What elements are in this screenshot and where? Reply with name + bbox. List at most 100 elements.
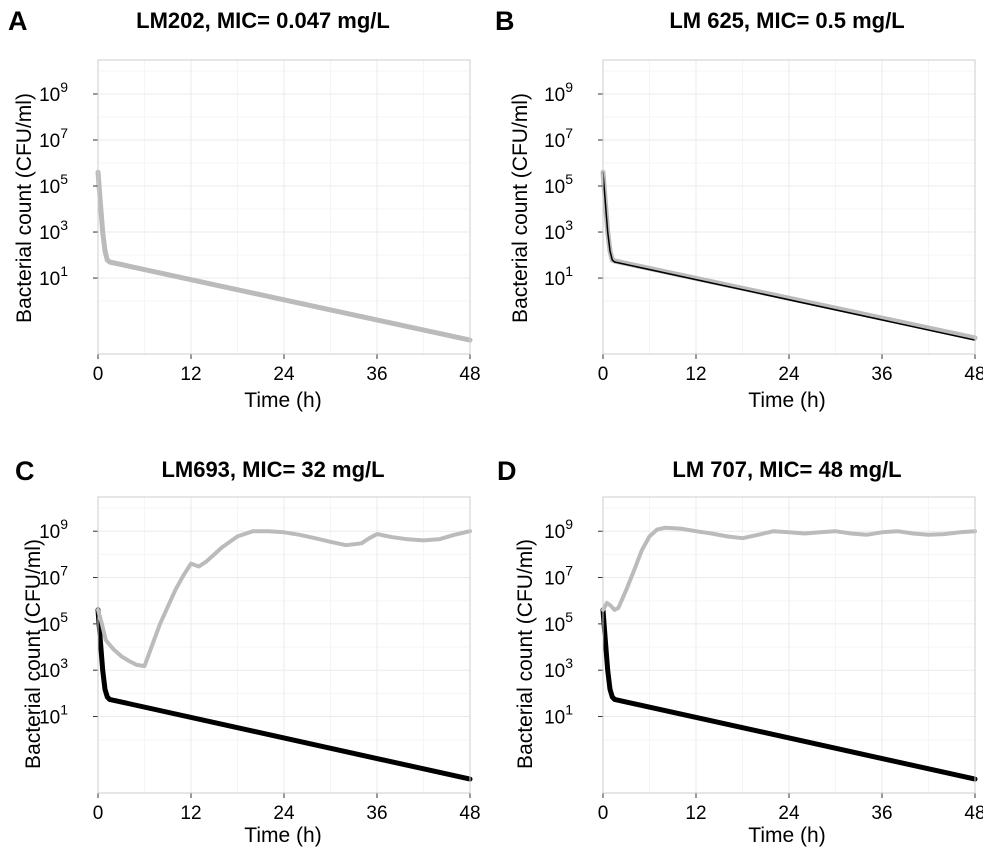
y-tick-exponent: 9 — [60, 79, 68, 95]
y-tick-label: 103 — [39, 217, 68, 244]
panel-c-title: LM693, MIC= 32 mg/L — [161, 457, 384, 482]
y-tick-label: 103 — [544, 217, 573, 244]
y-tick-exponent: 9 — [565, 79, 573, 95]
y-tick-label: 101 — [544, 702, 573, 729]
series-2-line — [601, 525, 977, 612]
x-tick-label: 36 — [871, 364, 892, 385]
y-tick-label: 109 — [544, 79, 573, 106]
y-tick-exponent: 3 — [60, 655, 68, 671]
panel-a: A LM202, MIC= 0.047 mg/L 0 12 24 36 48 101 103… — [0, 0, 491, 425]
panel-b-x-axis-title: Time (h) — [748, 389, 825, 412]
y-tick-base: 10 — [39, 223, 60, 244]
panel-b-letter: B — [495, 6, 515, 36]
y-tick-exponent: 1 — [60, 702, 68, 718]
panel-c-x-axis-title: Time (h) — [244, 824, 321, 847]
y-tick-base: 10 — [39, 522, 60, 543]
x-tick-label: 48 — [459, 364, 480, 385]
y-tick-exponent: 9 — [565, 516, 573, 532]
panel-d-title: LM 707, MIC= 48 mg/L — [672, 457, 901, 482]
y-tick-exponent: 7 — [565, 125, 573, 141]
y-tick-exponent: 5 — [60, 171, 68, 187]
y-tick-exponent: 5 — [565, 171, 573, 187]
panel-a-x-axis-title: Time (h) — [244, 389, 321, 412]
y-tick-base: 10 — [39, 661, 60, 682]
y-tick-exponent: 5 — [565, 609, 573, 625]
y-tick-base: 10 — [39, 615, 60, 636]
y-tick-label: 107 — [544, 563, 573, 590]
y-tick-base: 10 — [544, 522, 565, 543]
x-tick-label: 0 — [598, 364, 609, 385]
y-tick-exponent: 3 — [565, 217, 573, 233]
y-tick-label: 101 — [39, 263, 68, 290]
x-tick-label: 24 — [778, 364, 800, 385]
x-tick-label: 36 — [871, 803, 892, 824]
y-tick-base: 10 — [39, 569, 60, 590]
series-2-line — [602, 171, 976, 341]
y-tick-exponent: 7 — [60, 125, 68, 141]
y-tick-exponent: 7 — [565, 563, 573, 579]
y-tick-base: 10 — [544, 569, 565, 590]
panel-d-x-axis-title: Time (h) — [748, 824, 825, 847]
series-2-line — [96, 529, 472, 669]
panel-a-y-axis-title: Bacterial count (CFU/ml) — [13, 93, 36, 323]
y-tick-exponent: 5 — [60, 609, 68, 625]
y-tick-label: 107 — [39, 563, 68, 590]
x-tick-label: 24 — [273, 364, 295, 385]
x-tick-label: 0 — [598, 803, 609, 824]
panel-a-plot-frame — [97, 59, 471, 355]
y-tick-base: 10 — [544, 615, 565, 636]
panel-c-letter: C — [15, 456, 35, 486]
x-tick-label: 0 — [93, 364, 104, 385]
x-tick-label: 48 — [964, 803, 983, 824]
y-tick-exponent: 7 — [60, 563, 68, 579]
x-tick-label: 36 — [366, 803, 387, 824]
y-tick-base: 10 — [544, 661, 565, 682]
panel-b-chart: B LM 625, MIC= 0.5 mg/L 0 12 24 36 481011031… — [495, 6, 983, 412]
y-tick-label: 109 — [39, 79, 68, 106]
panel-d-letter: D — [497, 456, 517, 486]
x-tick-label: 24 — [778, 803, 800, 824]
y-tick-exponent: 3 — [565, 655, 573, 671]
y-tick-base: 10 — [39, 131, 60, 152]
x-tick-label: 36 — [366, 364, 387, 385]
y-tick-exponent: 1 — [60, 263, 68, 279]
panel-b-title: LM 625, MIC= 0.5 mg/L — [669, 8, 904, 33]
y-tick-exponent: 9 — [60, 516, 68, 532]
y-tick-exponent: 1 — [565, 702, 573, 718]
y-tick-base: 10 — [544, 177, 565, 198]
panel-d-y-axis-title: Bacterial count (CFU/ml) — [514, 539, 537, 769]
y-tick-label: 105 — [39, 171, 68, 198]
panel-d-chart: D LM 707, MIC= 48 mg/L 0 12 24 36 4810110310… — [497, 456, 983, 847]
y-tick-label: 105 — [39, 609, 68, 636]
y-tick-base: 10 — [544, 708, 565, 729]
x-tick-label: 12 — [180, 803, 201, 824]
y-tick-label: 103 — [39, 655, 68, 682]
y-tick-base: 10 — [544, 269, 565, 290]
x-tick-label: 12 — [180, 364, 201, 385]
y-tick-label: 107 — [39, 125, 68, 152]
panel-c-plot-frame — [97, 496, 471, 794]
panel-d: D LM 707, MIC= 48 mg/L 0 12 24 36 48 101 103 10… — [492, 425, 983, 850]
x-tick-label: 12 — [685, 364, 706, 385]
y-tick-label: 103 — [544, 655, 573, 682]
y-tick-base: 10 — [39, 269, 60, 290]
y-tick-exponent: 3 — [60, 217, 68, 233]
y-tick-label: 101 — [39, 702, 68, 729]
panel-c: C LM693, MIC= 32 mg/L 0 12 24 36 48 101 103 105… — [0, 425, 491, 850]
y-tick-base: 10 — [544, 131, 565, 152]
y-tick-label: 101 — [544, 263, 573, 290]
panel-b-plot-frame — [602, 59, 976, 355]
y-tick-base: 10 — [544, 223, 565, 244]
x-tick-label: 0 — [93, 803, 104, 824]
y-tick-exponent: 1 — [565, 263, 573, 279]
panel-c-chart: C LM693, MIC= 32 mg/L 0 12 24 36 48101103105… — [15, 456, 481, 847]
panel-c-y-axis-title: Bacterial count (CFU/ml) — [22, 539, 45, 769]
series-1-line — [600, 607, 978, 782]
series-1-line — [95, 607, 473, 782]
panel-b-y-axis-title: Bacterial count (CFU/ml) — [509, 93, 532, 323]
x-tick-label: 24 — [273, 803, 295, 824]
x-tick-label: 12 — [685, 803, 706, 824]
y-tick-label: 105 — [544, 171, 573, 198]
y-tick-label: 105 — [544, 609, 573, 636]
y-tick-base: 10 — [544, 85, 565, 106]
